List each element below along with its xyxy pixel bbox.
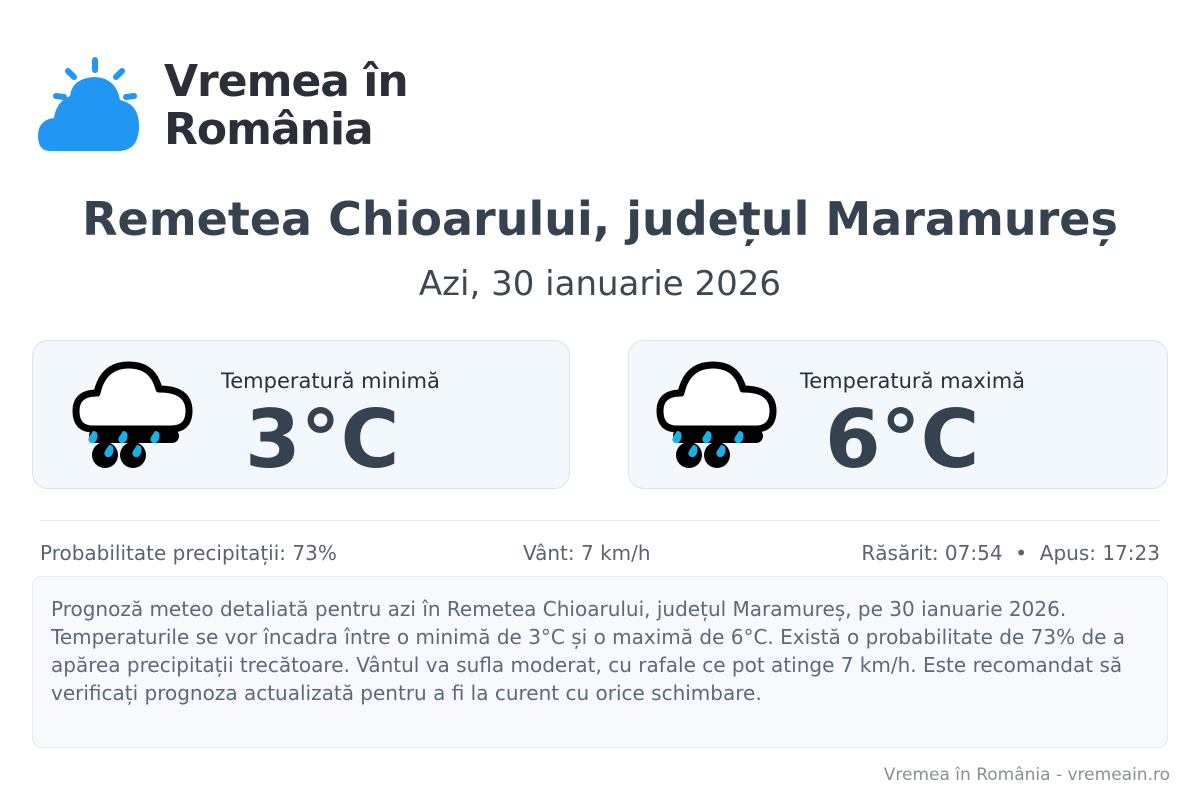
sun-cloud-icon [38, 57, 139, 151]
max-temperature-card: Temperatură maximă 6°C [628, 340, 1168, 489]
page-title: Remetea Chioarului, județul Maramureș [82, 192, 1118, 246]
brand-line-2: România [164, 104, 374, 155]
wind-speed: Vânt: 7 km/h [523, 541, 651, 565]
max-temperature-label: Temperatură maximă [800, 369, 1026, 393]
brand-name: Vremea în România [164, 56, 409, 155]
min-temperature-card: Temperatură minimă 3°C [32, 340, 570, 489]
forecast-description: Prognoză meteo detaliată pentru azi în R… [32, 576, 1168, 748]
brand-line-1: Vremea în [164, 56, 409, 107]
max-temperature-value: 6°C [825, 393, 980, 486]
forecast-date: Azi, 30 ianuarie 2026 [418, 264, 782, 304]
logo [36, 54, 436, 164]
footer-credit: Vremea în România - vremeain.ro [883, 765, 1170, 785]
min-temperature-value: 3°C [245, 393, 400, 486]
rain-cloud-icon [656, 361, 777, 468]
precipitation-probability: Probabilitate precipitații: 73% [40, 541, 337, 565]
min-temperature-label: Temperatură minimă [221, 369, 440, 393]
divider [40, 520, 1160, 521]
sunrise-sunset: Răsărit: 07:54 • Apus: 17:23 [861, 541, 1160, 565]
rain-cloud-icon [72, 361, 193, 468]
